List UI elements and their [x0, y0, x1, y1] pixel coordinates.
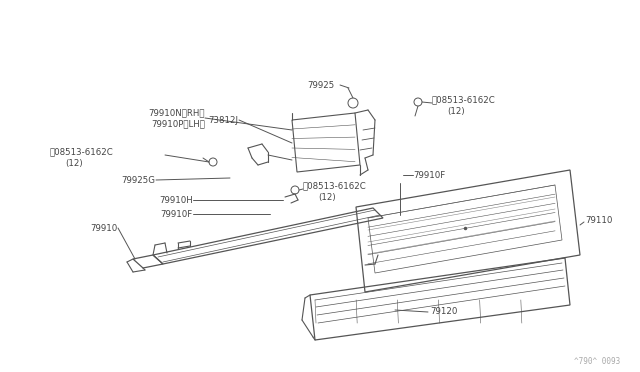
- Text: 79910F: 79910F: [161, 209, 193, 218]
- Text: Ⓝ08513-6162C: Ⓝ08513-6162C: [50, 148, 114, 157]
- Text: Ⓝ08513-6162C: Ⓝ08513-6162C: [303, 182, 367, 190]
- Text: 79910P〈LH〉: 79910P〈LH〉: [151, 119, 205, 128]
- Text: 79910N〈RH〉: 79910N〈RH〉: [148, 109, 205, 118]
- Text: 79110: 79110: [585, 215, 612, 224]
- Text: ^790^ 0093: ^790^ 0093: [573, 357, 620, 366]
- Text: 73812J: 73812J: [208, 115, 238, 125]
- Text: 79925G: 79925G: [121, 176, 155, 185]
- Text: 79910: 79910: [91, 224, 118, 232]
- Text: (12): (12): [65, 158, 83, 167]
- Text: 79910H: 79910H: [159, 196, 193, 205]
- Text: 79925: 79925: [307, 80, 334, 90]
- Text: (12): (12): [447, 106, 465, 115]
- Text: 79120: 79120: [430, 308, 458, 317]
- Text: 79910F: 79910F: [413, 170, 445, 180]
- Text: (12): (12): [318, 192, 335, 202]
- Text: Ⓝ08513-6162C: Ⓝ08513-6162C: [432, 96, 496, 105]
